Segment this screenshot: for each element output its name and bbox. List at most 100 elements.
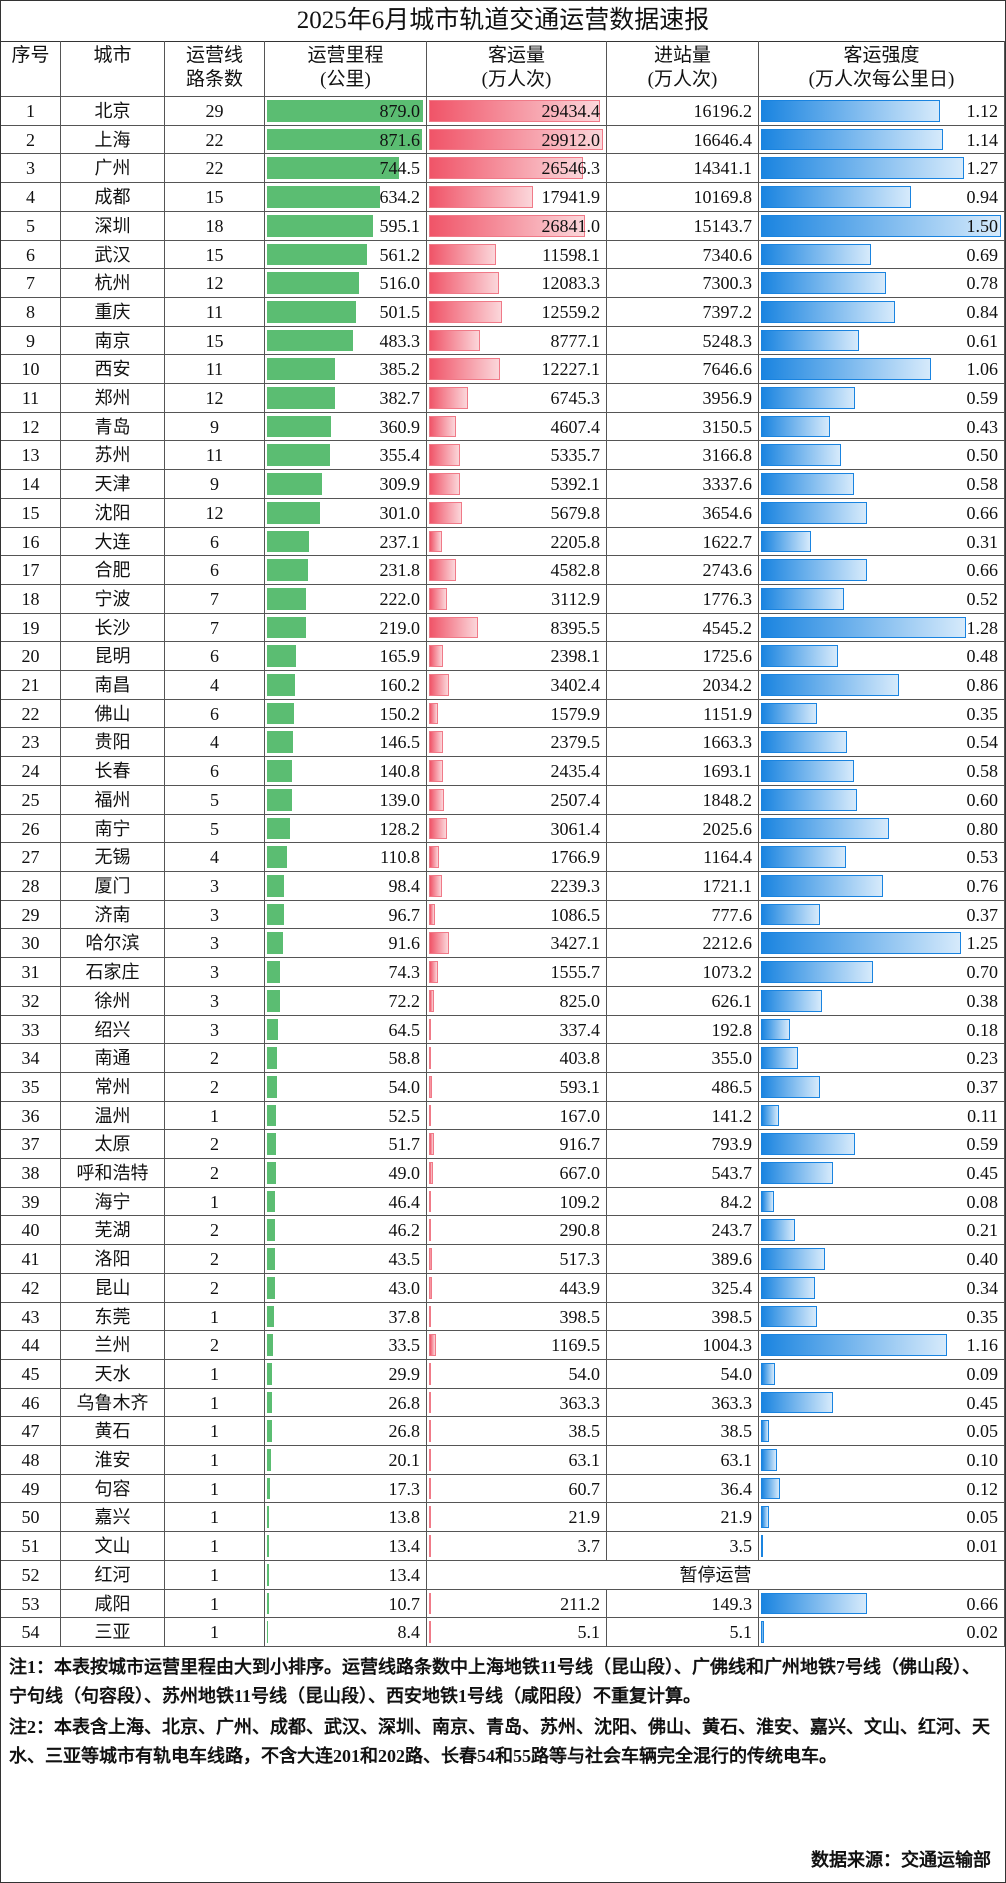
table-cell: 211.2 xyxy=(427,1589,607,1619)
cell-text: 141.2 xyxy=(711,1105,753,1126)
cell-text: 11 xyxy=(21,388,40,409)
cell-text: 29434.4 xyxy=(541,101,601,121)
cell-text: 561.2 xyxy=(379,244,421,265)
cell-text: 淮安 xyxy=(94,1450,131,1471)
cell-text: 1.16 xyxy=(966,1335,999,1356)
data-bar xyxy=(761,1018,790,1041)
cell-text: 1.50 xyxy=(966,215,999,236)
table-cell: 咸阳 xyxy=(61,1589,165,1619)
table-cell: 1766.9 xyxy=(427,843,607,872)
table-cell: 0.70 xyxy=(759,958,1005,987)
cell-text: 2025.6 xyxy=(702,818,753,839)
cell-text: 三亚 xyxy=(94,1622,131,1643)
table-cell: 5679.8 xyxy=(427,498,607,528)
table-cell: 3427.1 xyxy=(427,929,607,959)
table-cell: 20 xyxy=(1,642,61,672)
table-cell: 29912.0 xyxy=(427,125,607,155)
table-cell: 济南 xyxy=(61,900,165,930)
cell-text: 11 xyxy=(205,301,224,322)
cell-text: 37 xyxy=(21,1134,40,1155)
data-bar xyxy=(267,587,307,610)
table-cell: 41 xyxy=(1,1245,61,1274)
table-cell: 1 xyxy=(165,1187,265,1217)
column-header: 运营里程 (公里) xyxy=(265,41,427,97)
data-bar xyxy=(267,1075,277,1098)
table-cell: 363.3 xyxy=(607,1388,759,1418)
data-bar xyxy=(429,1162,433,1184)
cell-text: 2 xyxy=(210,1277,219,1298)
table-cell: 43 xyxy=(1,1302,61,1332)
cell-text: 7397.2 xyxy=(702,301,753,322)
data-bar xyxy=(429,989,434,1012)
cell-text: 37.8 xyxy=(388,1306,421,1327)
data-bar xyxy=(761,674,899,696)
table-cell: 7 xyxy=(165,613,265,643)
cell-text: 42 xyxy=(21,1277,40,1298)
table-cell: 0.38 xyxy=(759,986,1005,1016)
table-cell: 8.4 xyxy=(265,1618,427,1647)
table-cell: 12 xyxy=(165,498,265,528)
cell-text: 150.2 xyxy=(379,703,421,724)
table-cell: 139.0 xyxy=(265,785,427,815)
data-bar xyxy=(429,1018,431,1041)
table-cell: 2435.4 xyxy=(427,757,607,786)
data-bar xyxy=(429,300,503,323)
cell-text: 43.5 xyxy=(388,1249,421,1270)
table-cell: 0.60 xyxy=(759,785,1005,815)
table-cell: 3 xyxy=(165,986,265,1016)
cell-text: 48 xyxy=(21,1450,40,1471)
table-cell: 7340.6 xyxy=(607,240,759,270)
data-bar xyxy=(267,1563,270,1586)
cell-text: 0.10 xyxy=(966,1450,999,1471)
data-bar xyxy=(267,1248,275,1270)
table-cell: 25 xyxy=(1,785,61,815)
cell-text: 12083.3 xyxy=(541,273,601,294)
cell-text: 46.2 xyxy=(388,1220,421,1241)
table-cell: 嘉兴 xyxy=(61,1503,165,1533)
table-cell: 13.4 xyxy=(265,1532,427,1561)
table-cell: 5392.1 xyxy=(427,470,607,499)
cell-text: 2 xyxy=(210,1134,219,1155)
data-bar xyxy=(761,817,889,840)
table-cell: 淮安 xyxy=(61,1446,165,1475)
table-cell: 0.76 xyxy=(759,872,1005,901)
cell-text: 1.25 xyxy=(966,933,999,954)
data-bar xyxy=(267,1535,270,1557)
cell-text: 0.02 xyxy=(966,1622,999,1643)
table-cell: 石家庄 xyxy=(61,958,165,987)
cell-text: 44 xyxy=(21,1335,40,1356)
cell-text: 10169.8 xyxy=(693,187,753,208)
table-cell: 2239.3 xyxy=(427,872,607,901)
cell-text: 7300.3 xyxy=(702,273,753,294)
table-cell: 22 xyxy=(165,154,265,184)
table-cell: 东莞 xyxy=(61,1302,165,1332)
table-cell: 合肥 xyxy=(61,556,165,585)
cell-text: 0.84 xyxy=(966,301,999,322)
cell-text: 0.45 xyxy=(966,1163,999,1184)
data-bar xyxy=(761,932,961,955)
table-cell: 0.18 xyxy=(759,1015,1005,1045)
cell-text: 4 xyxy=(210,847,219,868)
cell-text: 0.37 xyxy=(966,1076,999,1097)
cell-text: 海宁 xyxy=(94,1191,131,1212)
data-bar xyxy=(429,1621,431,1643)
cell-text: 3150.5 xyxy=(702,416,753,437)
table-cell: 46 xyxy=(1,1388,61,1418)
data-bar xyxy=(267,1219,276,1242)
column-header: 序号 xyxy=(1,41,61,97)
cell-text: 黄石 xyxy=(94,1421,131,1442)
cell-text: 2 xyxy=(210,1163,219,1184)
cell-text: 45 xyxy=(21,1363,40,1384)
cell-text: 7646.6 xyxy=(702,359,753,380)
cell-text: 0.54 xyxy=(966,732,999,753)
cell-text: 744.5 xyxy=(379,158,421,179)
table-cell: 43.0 xyxy=(265,1273,427,1303)
table-cell: 33.5 xyxy=(265,1331,427,1360)
table-cell: 879.0 xyxy=(265,97,427,126)
data-bar xyxy=(267,329,353,352)
cell-text: 0.80 xyxy=(966,818,999,839)
cell-text: 7 xyxy=(26,273,35,294)
data-bar xyxy=(429,788,444,811)
cell-text: 0.34 xyxy=(966,1277,999,1298)
